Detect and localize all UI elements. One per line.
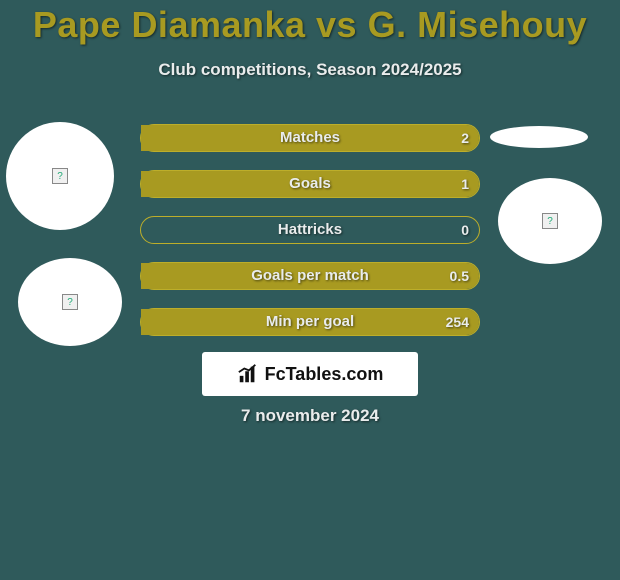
generated-date: 7 november 2024: [0, 406, 620, 426]
player-left-avatar: ?: [6, 122, 114, 230]
stat-value-right: 1: [461, 171, 469, 197]
stat-label: Goals: [141, 171, 479, 197]
player-right-avatar: ?: [498, 178, 602, 264]
stat-row: Hattricks0: [140, 216, 480, 244]
stat-label: Matches: [141, 125, 479, 151]
image-placeholder-icon: ?: [52, 168, 68, 184]
page-title: Pape Diamanka vs G. Misehouy: [0, 4, 620, 46]
club-left-avatar: ?: [18, 258, 122, 346]
stat-value-right: 0: [461, 217, 469, 243]
stat-label: Goals per match: [141, 263, 479, 289]
badge-text: FcTables.com: [265, 364, 384, 385]
stat-row: Goals1: [140, 170, 480, 198]
stat-value-right: 254: [446, 309, 469, 335]
stat-value-right: 2: [461, 125, 469, 151]
comparison-card: Pape Diamanka vs G. Misehouy Club compet…: [0, 0, 620, 580]
image-placeholder-icon: ?: [62, 294, 78, 310]
club-right-ellipse: [490, 126, 588, 148]
stat-value-right: 0.5: [450, 263, 469, 289]
image-placeholder-icon: ?: [542, 213, 558, 229]
stat-label: Min per goal: [141, 309, 479, 335]
fctables-badge: FcTables.com: [202, 352, 418, 396]
stat-label: Hattricks: [141, 217, 479, 243]
stat-row: Goals per match0.5: [140, 262, 480, 290]
page-subtitle: Club competitions, Season 2024/2025: [0, 60, 620, 80]
stat-row: Matches2: [140, 124, 480, 152]
stat-bars: Matches2Goals1Hattricks0Goals per match0…: [140, 124, 480, 354]
bar-chart-icon: [237, 363, 259, 385]
stat-row: Min per goal254: [140, 308, 480, 336]
